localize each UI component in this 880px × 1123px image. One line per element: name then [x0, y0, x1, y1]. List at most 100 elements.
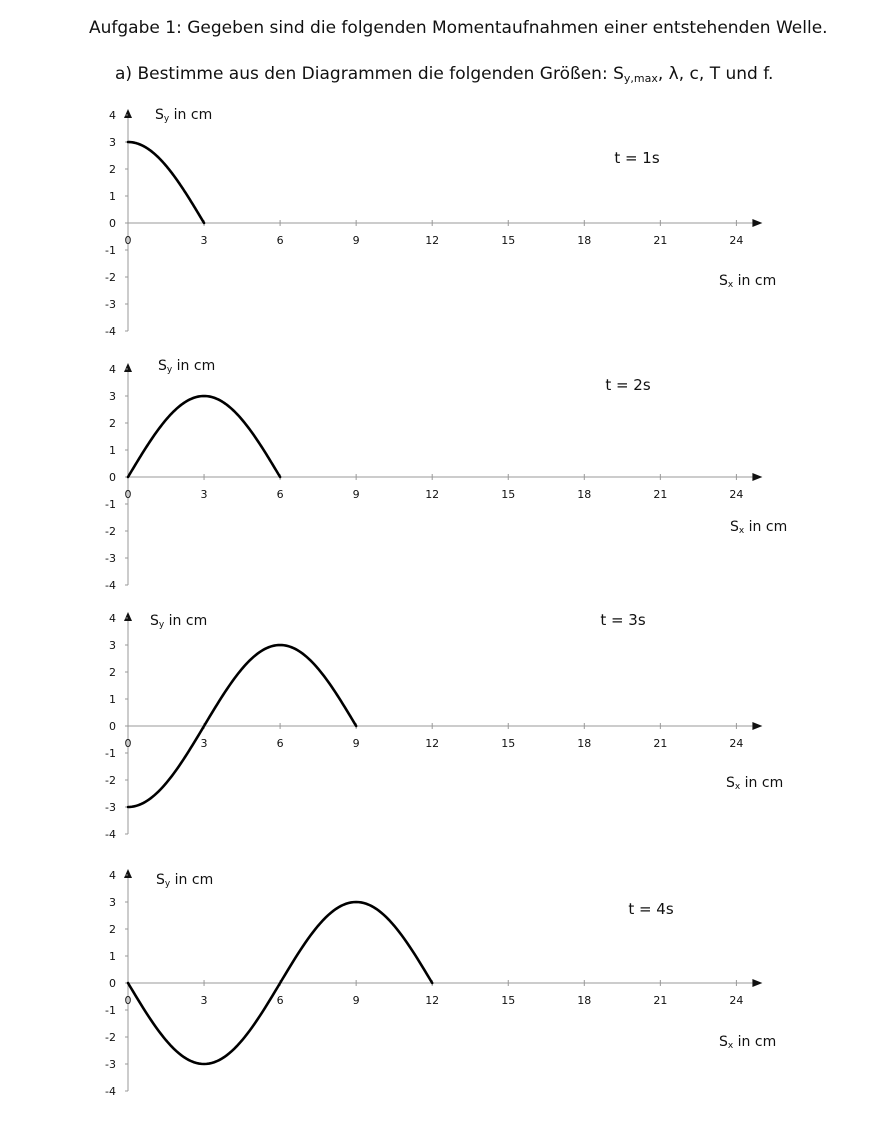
x-tick-label: 18: [577, 994, 591, 1007]
x-tick-label: 12: [425, 234, 439, 247]
y-tick-label: -3: [105, 1058, 116, 1071]
y-tick-label: -2: [105, 525, 116, 538]
x-axis-arrow: [752, 473, 763, 481]
y-tick-label: 0: [109, 720, 116, 733]
y-tick-label: 0: [109, 217, 116, 230]
y-tick-label: 1: [109, 190, 116, 203]
y-tick-label: 1: [109, 693, 116, 706]
task-text: Aufgabe 1: Gegeben sind die folgenden Mo…: [89, 18, 829, 85]
time-label: t = 2s: [605, 376, 651, 394]
x-tick-label: 0: [125, 488, 132, 501]
task-part-a: a) Bestimme aus den Diagrammen die folge…: [115, 64, 773, 89]
y-tick-label: -3: [105, 801, 116, 814]
time-label: t = 1s: [614, 149, 660, 167]
x-tick-label: 6: [277, 234, 284, 247]
y-tick-label: 0: [109, 977, 116, 990]
x-tick-label: 18: [577, 234, 591, 247]
y-axis-arrow: [124, 109, 132, 118]
x-tick-label: 3: [201, 488, 208, 501]
x-tick-label: 9: [353, 994, 360, 1007]
y-tick-label: -2: [105, 1031, 116, 1044]
y-tick-label: -3: [105, 552, 116, 565]
y-tick-label: 3: [109, 136, 116, 149]
y-axis-label: Sy in cm: [158, 358, 215, 375]
x-tick-label: 24: [729, 737, 743, 750]
y-tick-label: 4: [109, 363, 116, 376]
y-tick-label: 4: [109, 612, 116, 625]
x-tick-label: 15: [501, 994, 515, 1007]
task-part-a-suffix: , λ, c, T und f.: [657, 64, 774, 84]
x-axis-label: Sx in cm: [719, 1034, 776, 1051]
x-tick-label: 6: [277, 488, 284, 501]
y-axis-label: Sy in cm: [155, 107, 212, 124]
y-tick-label: -2: [105, 271, 116, 284]
y-tick-label: 2: [109, 417, 116, 430]
task-part-a-prefix: a) Bestimme aus den Diagrammen die folge…: [115, 64, 624, 84]
x-tick-label: 15: [501, 234, 515, 247]
y-tick-label: 2: [109, 923, 116, 936]
x-tick-label: 15: [501, 488, 515, 501]
y-axis-label: Sy in cm: [156, 872, 213, 889]
x-axis-label: Sx in cm: [730, 519, 787, 536]
y-tick-label: -3: [105, 298, 116, 311]
x-tick-label: 12: [425, 994, 439, 1007]
x-tick-label: 18: [577, 737, 591, 750]
x-tick-label: 0: [125, 994, 132, 1007]
x-tick-label: 6: [277, 737, 284, 750]
task-title: Aufgabe 1: Gegeben sind die folgenden Mo…: [89, 18, 828, 38]
x-tick-label: 24: [729, 994, 743, 1007]
y-axis-arrow: [124, 869, 132, 878]
x-tick-label: 9: [353, 737, 360, 750]
y-tick-label: 1: [109, 950, 116, 963]
y-tick-label: 1: [109, 444, 116, 457]
y-axis-label: Sy in cm: [150, 613, 207, 630]
y-axis-arrow: [124, 612, 132, 621]
wave-curve: [126, 643, 358, 809]
y-tick-label: 3: [109, 896, 116, 909]
x-tick-label: 9: [353, 488, 360, 501]
y-tick-label: 3: [109, 390, 116, 403]
time-label: t = 3s: [600, 611, 646, 629]
x-tick-label: 21: [653, 234, 667, 247]
task-part-a-subscript: y,max: [623, 72, 658, 85]
time-label: t = 4s: [628, 900, 674, 918]
y-tick-label: 2: [109, 666, 116, 679]
x-axis-arrow: [752, 979, 763, 987]
wave-curve: [126, 900, 434, 1066]
x-tick-label: 3: [201, 994, 208, 1007]
x-axis-label: Sx in cm: [719, 273, 776, 290]
x-tick-label: 18: [577, 488, 591, 501]
y-tick-label: -1: [105, 244, 116, 257]
y-tick-label: -1: [105, 1004, 116, 1017]
x-tick-label: 3: [201, 737, 208, 750]
x-tick-label: 0: [125, 234, 132, 247]
y-tick-label: 2: [109, 163, 116, 176]
wave-curve: [126, 140, 206, 225]
x-tick-label: 9: [353, 234, 360, 247]
y-tick-label: 3: [109, 639, 116, 652]
x-tick-label: 24: [729, 234, 743, 247]
x-tick-label: 0: [125, 737, 132, 750]
x-tick-label: 3: [201, 234, 208, 247]
y-axis-arrow: [124, 363, 132, 372]
y-tick-label: 4: [109, 109, 116, 122]
wave-curve: [126, 394, 282, 479]
x-tick-label: 21: [653, 737, 667, 750]
y-tick-label: 0: [109, 471, 116, 484]
x-axis-arrow: [752, 722, 763, 730]
x-tick-label: 15: [501, 737, 515, 750]
y-tick-label: 4: [109, 869, 116, 882]
y-tick-label: -1: [105, 747, 116, 760]
y-tick-label: -1: [105, 498, 116, 511]
x-tick-label: 24: [729, 488, 743, 501]
x-tick-label: 21: [653, 994, 667, 1007]
x-axis-label: Sx in cm: [726, 775, 783, 792]
x-axis-arrow: [752, 219, 763, 227]
y-tick-label: -4: [105, 579, 116, 592]
x-tick-label: 12: [425, 488, 439, 501]
